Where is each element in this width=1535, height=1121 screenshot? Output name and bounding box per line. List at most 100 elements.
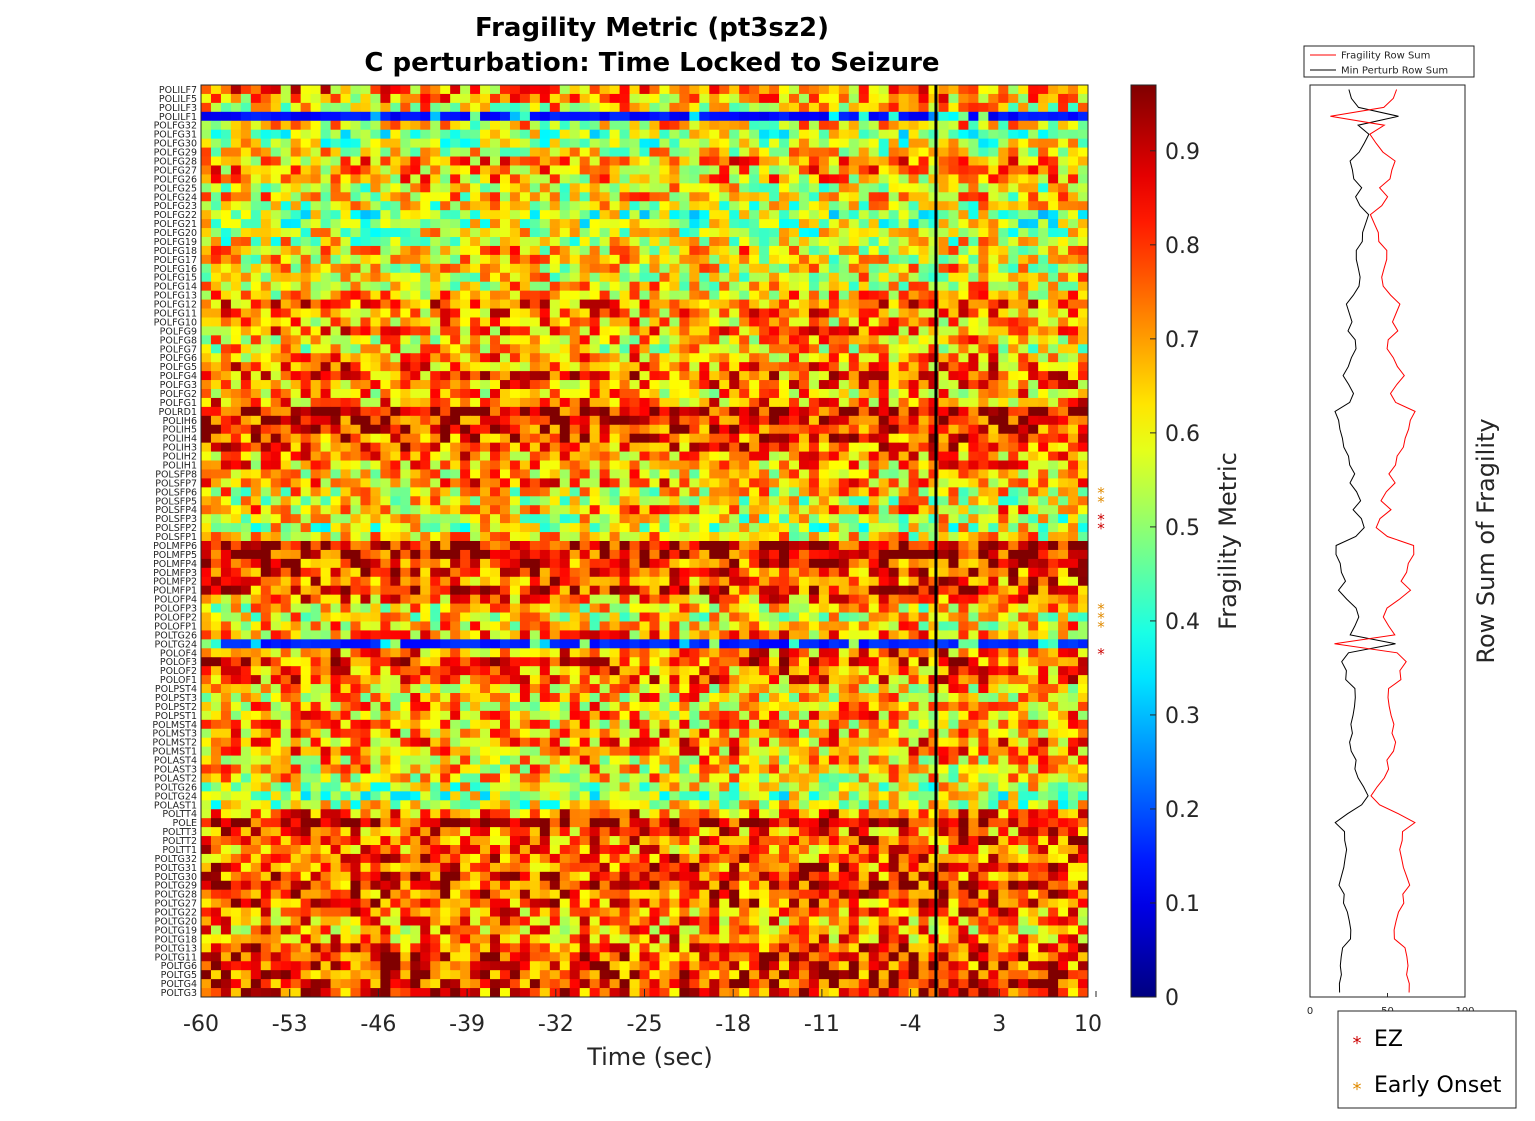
heatmap-cell — [230, 138, 242, 148]
heatmap-cell — [340, 371, 351, 381]
heatmap-cell — [400, 424, 411, 435]
heatmap-cell — [1018, 380, 1029, 390]
heatmap-cell — [848, 487, 860, 497]
heatmap-cell — [549, 290, 561, 300]
heatmap-cell — [619, 478, 630, 488]
heatmap-cell — [529, 263, 541, 274]
heatmap-cell — [998, 299, 1009, 309]
heatmap-cell — [789, 514, 800, 524]
heatmap-cell — [430, 228, 441, 238]
heatmap-cell — [410, 317, 421, 327]
heatmap-cell — [330, 93, 341, 104]
heatmap-cell — [808, 85, 820, 95]
heatmap-cell — [649, 514, 660, 524]
heatmap-cell — [490, 460, 501, 470]
heatmap-cell — [868, 541, 880, 551]
heatmap-cell — [968, 192, 979, 202]
heatmap-cell — [609, 120, 620, 131]
heatmap-cell — [958, 424, 969, 435]
heatmap-cell — [818, 541, 830, 551]
heatmap-cell — [858, 308, 870, 318]
heatmap-cell — [749, 228, 760, 238]
heatmap-cell — [639, 263, 650, 274]
heatmap-cell — [529, 460, 541, 470]
heatmap-cell — [499, 201, 511, 211]
heatmap-cell — [779, 326, 790, 336]
heatmap-cell — [958, 237, 969, 247]
heatmap-cell — [629, 317, 640, 327]
heatmap-cell — [270, 344, 282, 354]
heatmap-cell — [539, 335, 551, 345]
heatmap-cell — [1068, 228, 1079, 238]
heatmap-cell — [699, 308, 710, 318]
heatmap-cell — [619, 129, 630, 140]
heatmap-cell — [659, 272, 670, 283]
heatmap-cell — [270, 210, 282, 220]
heatmap-cell — [948, 85, 959, 95]
heatmap-cell — [549, 245, 561, 256]
heatmap-cell — [679, 505, 690, 515]
heatmap-cell — [828, 380, 840, 390]
heatmap-cell — [898, 147, 910, 157]
heatmap-cell — [898, 541, 910, 551]
heatmap-cell — [789, 415, 800, 426]
heatmap-cell — [519, 514, 531, 524]
heatmap-cell — [639, 201, 650, 211]
heatmap-cell — [808, 523, 820, 533]
heatmap-cell — [739, 344, 750, 354]
heatmap-cell — [1068, 147, 1079, 157]
heatmap-cell — [908, 505, 919, 515]
heatmap-cell — [789, 120, 800, 131]
heatmap-cell — [460, 505, 471, 515]
heatmap-cell — [818, 415, 830, 426]
heatmap-cell — [1018, 317, 1029, 327]
heatmap-cell — [490, 335, 501, 345]
heatmap-cell — [430, 424, 441, 435]
heatmap-cell — [769, 85, 780, 95]
heatmap-cell — [260, 156, 272, 166]
heatmap-cell — [709, 549, 720, 560]
heatmap-cell — [639, 353, 650, 363]
heatmap-cell — [509, 183, 521, 193]
heatmap-cell — [220, 523, 232, 533]
heatmap-cell — [450, 102, 461, 113]
heatmap-cell — [470, 397, 481, 408]
heatmap-cell — [649, 406, 660, 417]
heatmap-cell — [938, 389, 949, 399]
heatmap-cell — [1028, 192, 1039, 202]
heatmap-cell — [818, 362, 830, 372]
heatmap-cell — [629, 254, 640, 265]
heatmap-cell — [509, 326, 521, 336]
heatmap-cell — [490, 120, 501, 131]
heatmap-cell — [569, 192, 581, 202]
heatmap-cell — [220, 111, 232, 122]
heatmap-cell — [928, 138, 939, 148]
heatmap-cell — [310, 496, 321, 506]
heatmap-cell — [390, 237, 401, 247]
heatmap-cell — [808, 460, 820, 470]
heatmap-cell — [918, 201, 929, 211]
heatmap-cell — [519, 228, 531, 238]
heatmap-cell — [998, 505, 1009, 515]
heatmap-cell — [918, 380, 929, 390]
heatmap-cell — [509, 567, 521, 578]
heatmap-cell — [470, 281, 481, 292]
heatmap-cell — [759, 192, 770, 202]
heatmap-cell — [769, 263, 780, 274]
heatmap-cell — [1078, 335, 1089, 345]
heatmap-cell — [589, 129, 601, 140]
heatmap-cell — [998, 514, 1009, 524]
heatmap-cell — [1028, 245, 1039, 256]
heatmap-cell — [300, 558, 312, 569]
heatmap-cell — [310, 120, 321, 131]
heatmap-cell — [798, 541, 810, 551]
heatmap-cell — [779, 317, 790, 327]
heatmap-cell — [599, 523, 611, 533]
heatmap-cell — [898, 326, 910, 336]
heatmap-cell — [410, 415, 421, 426]
heatmap-cell — [450, 362, 461, 372]
heatmap-cell — [769, 362, 780, 372]
heatmap-cell — [440, 380, 451, 390]
heatmap-cell — [928, 380, 939, 390]
heatmap-cell — [220, 335, 232, 345]
